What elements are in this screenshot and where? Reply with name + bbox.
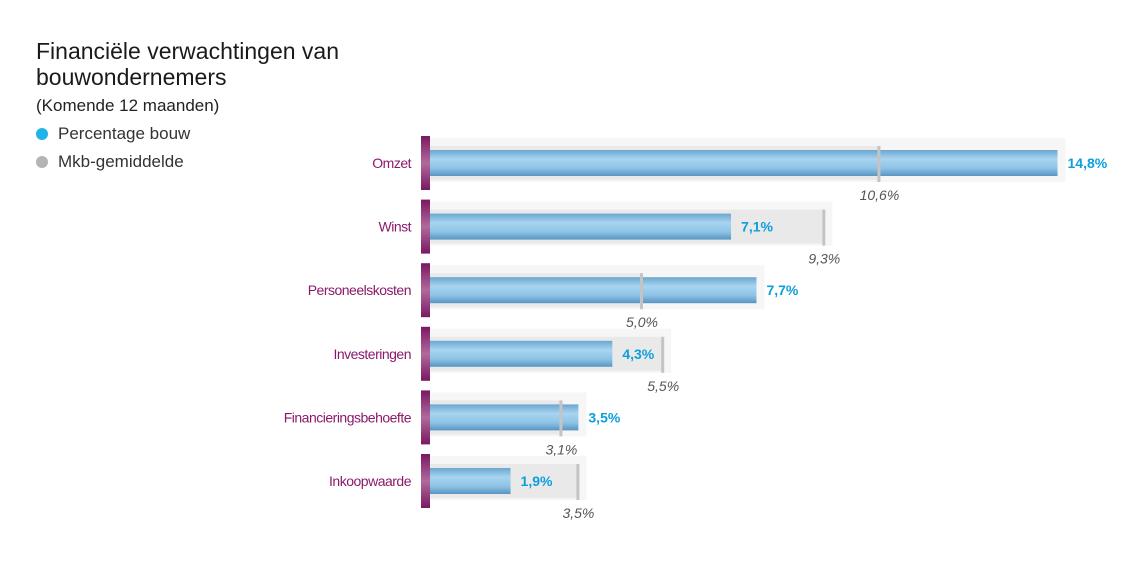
mkb-marker: [877, 146, 881, 182]
mkb-value-label: 5,5%: [647, 378, 679, 394]
mkb-value-label: 5,0%: [626, 314, 658, 330]
bouw-bar: [430, 277, 757, 304]
chart-title: Financiële verwachtingen van bouwonderne…: [36, 38, 340, 90]
mkb-marker: [559, 400, 563, 437]
mkb-marker: [822, 209, 826, 246]
bouw-value-label: 7,1%: [741, 219, 773, 235]
category-label: Winst: [379, 219, 412, 235]
legend-label: Percentage bouw: [58, 124, 191, 143]
category-label: Investeringen: [333, 346, 411, 362]
bouw-bar: [430, 150, 1058, 176]
legend-item-bouw: Percentage bouw: [36, 124, 190, 144]
bouw-value-label: 4,3%: [622, 346, 654, 362]
legend-dot-icon: [36, 156, 48, 168]
category-axis-marker: [421, 390, 430, 445]
bouw-value-label: 1,9%: [521, 473, 553, 489]
category-label: Financieringsbehoefte: [284, 409, 412, 425]
mkb-marker: [661, 336, 665, 373]
mkb-value-label: 10,6%: [860, 187, 900, 203]
category-axis-marker: [421, 199, 430, 254]
mkb-value-label: 3,5%: [562, 505, 594, 521]
legend-label: Mkb-gemiddelde: [58, 152, 184, 171]
category-label: Omzet: [372, 155, 411, 171]
mkb-marker: [576, 464, 580, 500]
bouw-value-label: 14,8%: [1068, 155, 1108, 171]
bouw-value-label: 3,5%: [588, 409, 620, 425]
category-label: Inkoopwaarde: [329, 473, 412, 489]
category-axis-marker: [421, 454, 430, 508]
category-label: Personeelskosten: [308, 282, 411, 298]
bouw-bar: [430, 404, 579, 431]
mkb-value-label: 9,3%: [808, 251, 840, 267]
legend-item-mkb: Mkb-gemiddelde: [36, 152, 184, 172]
bouw-bar: [430, 213, 732, 240]
mkb-marker: [640, 273, 643, 310]
category-axis-marker: [421, 326, 430, 381]
category-axis-marker: [421, 263, 430, 318]
chart-subtitle: (Komende 12 maanden): [36, 96, 220, 115]
category-axis-marker: [421, 136, 430, 190]
bouw-bar: [430, 340, 613, 367]
bouw-bar: [430, 468, 511, 494]
mkb-value-label: 3,1%: [545, 441, 577, 457]
bouw-value-label: 7,7%: [766, 282, 798, 298]
legend-dot-icon: [36, 128, 48, 140]
